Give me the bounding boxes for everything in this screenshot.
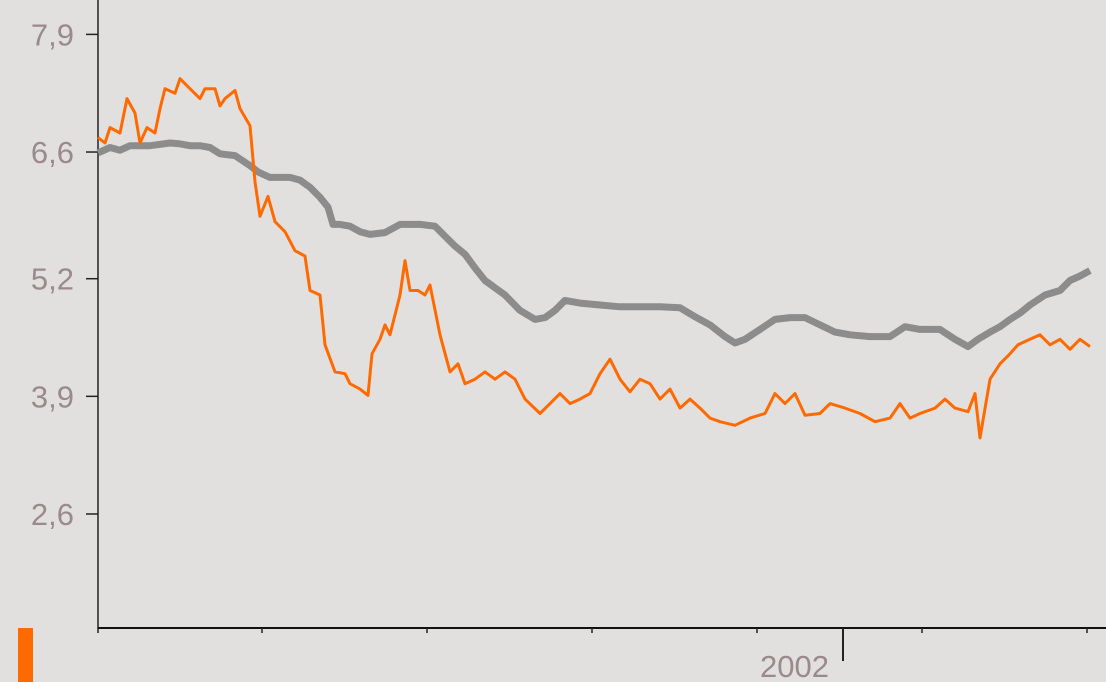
y-tick-label: 5,2: [31, 262, 74, 297]
y-tick-label: 3,9: [31, 379, 74, 414]
series-line: [97, 77, 1091, 440]
marker-bar: [18, 628, 33, 682]
x-tick-label: 2002: [760, 649, 829, 682]
y-tick-label: 2,6: [31, 497, 74, 532]
y-tick-label: 7,9: [31, 17, 74, 52]
y-tick-label: 6,6: [31, 135, 74, 170]
